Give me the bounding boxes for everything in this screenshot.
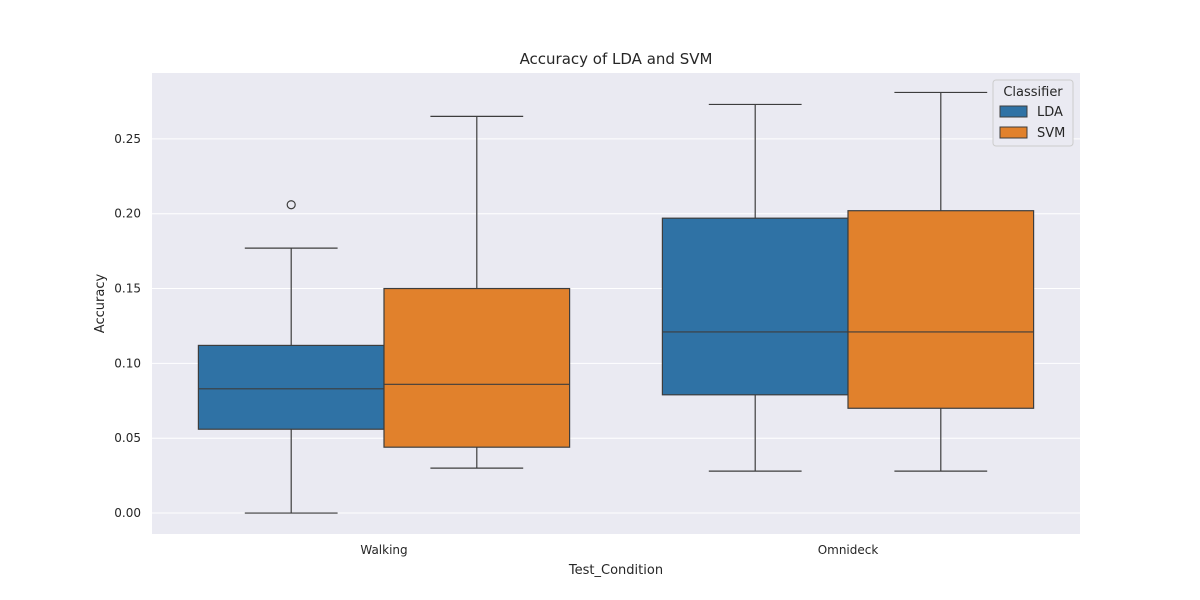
- box-svm-omnideck: [847, 91, 1035, 472]
- legend-swatch-svm: [999, 126, 1028, 139]
- y-tick-label: 0.05: [114, 431, 141, 445]
- box-iqr: [383, 287, 571, 448]
- legend-entries: LDA SVM: [999, 105, 1065, 141]
- y-axis-ticks: 0.00 0.05 0.10 0.15 0.20 0.25: [114, 132, 141, 520]
- y-tick-label: 0.10: [114, 356, 141, 370]
- x-axis-ticks: Walking Omnideck: [360, 543, 878, 557]
- legend: Classifier LDA SVM: [992, 79, 1074, 147]
- legend-swatch-lda: [999, 105, 1028, 118]
- x-axis-label: Test_Condition: [568, 563, 663, 578]
- y-tick-label: 0.00: [114, 506, 141, 520]
- box-svm-walking: [383, 115, 571, 469]
- box-iqr: [847, 210, 1035, 409]
- y-axis-label: Accuracy: [93, 274, 108, 334]
- y-tick-label: 0.25: [114, 132, 141, 146]
- outlier-point: [286, 200, 296, 210]
- box-iqr: [197, 344, 385, 430]
- y-tick-label: 0.20: [114, 207, 141, 221]
- box-lda-walking: [197, 200, 385, 514]
- legend-label-lda: LDA: [1037, 105, 1063, 120]
- box-iqr: [661, 217, 849, 396]
- y-tick-label: 0.15: [114, 282, 141, 296]
- legend-title: Classifier: [1003, 85, 1063, 100]
- x-tick-label: Walking: [360, 543, 407, 557]
- chart-title: Accuracy of LDA and SVM: [520, 50, 713, 68]
- box-lda-omnideck: [661, 103, 849, 472]
- legend-label-svm: SVM: [1037, 126, 1065, 141]
- x-tick-label: Omnideck: [818, 543, 879, 557]
- boxes: [197, 91, 1035, 514]
